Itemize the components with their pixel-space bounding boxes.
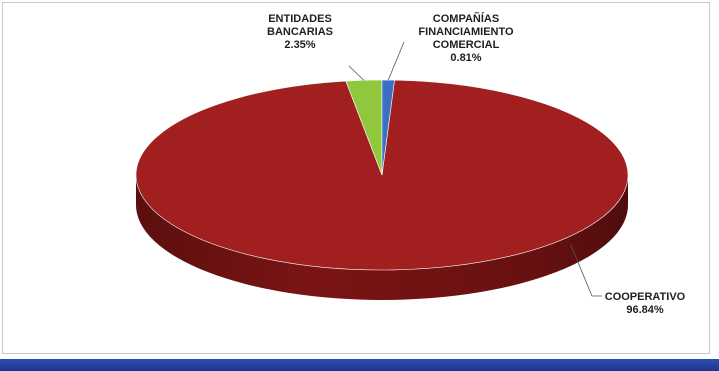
pie-slice-compa-as bbox=[381, 79, 395, 176]
bottom-bar bbox=[0, 359, 719, 371]
leader-line bbox=[348, 65, 365, 81]
data-label-name: FINANCIAMIENTO bbox=[418, 26, 514, 38]
data-label-value: 96.84% bbox=[626, 304, 664, 316]
data-label-name: BANCARIAS bbox=[267, 26, 333, 38]
pie-side-shading bbox=[136, 175, 628, 300]
data-label-name: ENTIDADES bbox=[268, 13, 332, 25]
data-label-value: 2.35% bbox=[284, 39, 315, 51]
leader-line bbox=[387, 41, 405, 81]
data-label-name: COMERCIAL bbox=[433, 39, 500, 51]
data-label-value: 0.81% bbox=[450, 52, 481, 64]
data-label-name: COOPERATIVO bbox=[605, 291, 686, 303]
leader-line bbox=[570, 243, 602, 297]
data-label-name: COMPAÑÍAS bbox=[433, 12, 499, 25]
